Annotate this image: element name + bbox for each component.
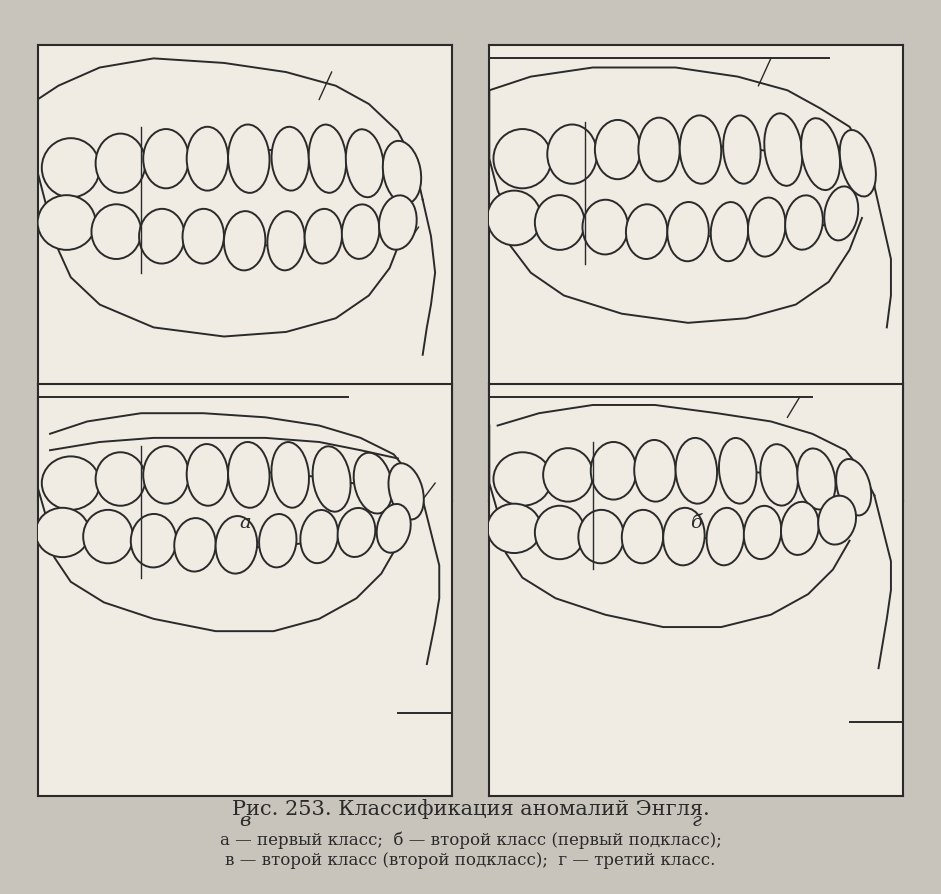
Ellipse shape <box>41 457 100 510</box>
Ellipse shape <box>139 209 184 264</box>
Ellipse shape <box>96 133 145 193</box>
Ellipse shape <box>174 519 215 571</box>
Ellipse shape <box>91 205 141 259</box>
Ellipse shape <box>626 205 667 259</box>
Ellipse shape <box>582 199 628 255</box>
Ellipse shape <box>186 127 228 190</box>
Ellipse shape <box>579 510 624 563</box>
Ellipse shape <box>679 115 721 184</box>
Ellipse shape <box>389 463 423 519</box>
Ellipse shape <box>300 510 338 563</box>
Ellipse shape <box>707 508 744 565</box>
Ellipse shape <box>676 438 717 503</box>
Ellipse shape <box>723 115 760 183</box>
Ellipse shape <box>354 452 392 513</box>
Ellipse shape <box>543 448 593 502</box>
Text: Рис. 253. Классификация аномалий Энгля.: Рис. 253. Классификация аномалий Энгля. <box>231 799 710 819</box>
Ellipse shape <box>801 118 840 190</box>
Ellipse shape <box>376 504 410 552</box>
Text: г: г <box>692 812 701 830</box>
Ellipse shape <box>824 186 858 240</box>
Text: а — первый класс;  б — второй класс (первый подкласс);: а — первый класс; б — второй класс (перв… <box>219 831 722 849</box>
Ellipse shape <box>837 459 871 516</box>
Ellipse shape <box>186 444 228 506</box>
Ellipse shape <box>839 130 876 197</box>
Ellipse shape <box>259 514 296 568</box>
Ellipse shape <box>534 195 584 250</box>
Ellipse shape <box>96 452 145 506</box>
Ellipse shape <box>305 209 342 264</box>
Text: в: в <box>239 812 250 830</box>
Text: б: б <box>691 514 702 532</box>
Ellipse shape <box>143 446 189 503</box>
Ellipse shape <box>548 124 597 184</box>
Ellipse shape <box>383 141 422 204</box>
Ellipse shape <box>667 202 709 261</box>
Ellipse shape <box>215 516 257 574</box>
Ellipse shape <box>267 211 305 270</box>
Ellipse shape <box>342 205 379 259</box>
Ellipse shape <box>663 508 705 565</box>
Ellipse shape <box>38 195 96 250</box>
Ellipse shape <box>143 129 189 189</box>
Ellipse shape <box>338 508 375 557</box>
Ellipse shape <box>272 127 309 190</box>
Ellipse shape <box>131 514 176 568</box>
Ellipse shape <box>781 502 819 555</box>
Ellipse shape <box>710 202 748 261</box>
Text: в — второй класс (второй подкласс);  г — третий класс.: в — второй класс (второй подкласс); г — … <box>225 851 716 869</box>
Ellipse shape <box>748 198 786 257</box>
Ellipse shape <box>183 209 224 264</box>
Ellipse shape <box>493 129 551 189</box>
Ellipse shape <box>764 114 803 186</box>
Ellipse shape <box>622 510 663 563</box>
Ellipse shape <box>534 506 584 560</box>
Text: а: а <box>239 514 250 532</box>
Ellipse shape <box>743 506 781 559</box>
Ellipse shape <box>379 196 417 249</box>
Ellipse shape <box>591 442 636 500</box>
Ellipse shape <box>487 503 541 553</box>
Ellipse shape <box>595 120 641 179</box>
Ellipse shape <box>312 446 351 511</box>
Ellipse shape <box>487 190 541 245</box>
Ellipse shape <box>83 510 133 563</box>
Ellipse shape <box>797 449 836 510</box>
Ellipse shape <box>638 118 679 181</box>
Ellipse shape <box>309 124 346 193</box>
Ellipse shape <box>271 442 309 508</box>
Ellipse shape <box>228 442 269 508</box>
Ellipse shape <box>634 440 676 502</box>
Ellipse shape <box>228 124 269 193</box>
Ellipse shape <box>760 444 798 506</box>
Ellipse shape <box>36 508 89 557</box>
Ellipse shape <box>493 452 551 506</box>
Ellipse shape <box>224 211 265 270</box>
Ellipse shape <box>785 196 822 249</box>
Ellipse shape <box>41 139 100 198</box>
Ellipse shape <box>818 495 856 544</box>
Ellipse shape <box>345 130 384 198</box>
Ellipse shape <box>719 438 757 503</box>
